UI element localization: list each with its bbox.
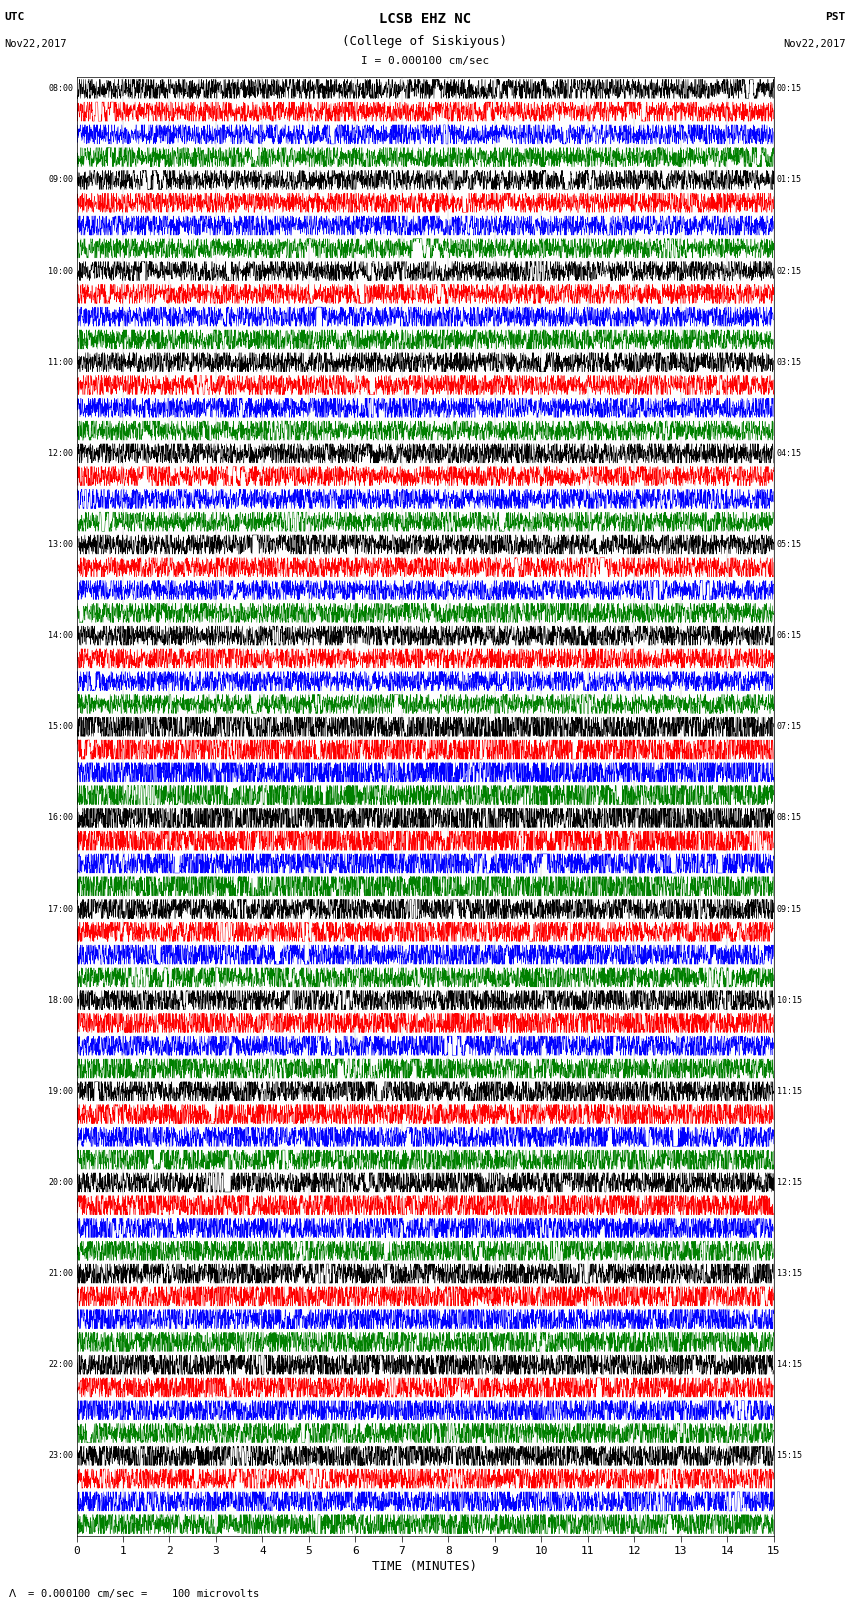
- Text: 13:00: 13:00: [48, 540, 73, 548]
- Text: 07:15: 07:15: [777, 723, 802, 731]
- Text: 23:00: 23:00: [48, 1452, 73, 1460]
- Text: 01:15: 01:15: [777, 176, 802, 184]
- Text: UTC: UTC: [4, 11, 25, 21]
- Text: $\Lambda$  = 0.000100 cm/sec =    100 microvolts: $\Lambda$ = 0.000100 cm/sec = 100 microv…: [8, 1587, 260, 1600]
- Text: (College of Siskiyous): (College of Siskiyous): [343, 35, 507, 48]
- Text: 15:15: 15:15: [777, 1452, 802, 1460]
- Text: 11:00: 11:00: [48, 358, 73, 366]
- Text: 17:00: 17:00: [48, 905, 73, 913]
- Text: 00:15: 00:15: [777, 84, 802, 94]
- Text: 11:15: 11:15: [777, 1087, 802, 1095]
- Text: 22:00: 22:00: [48, 1360, 73, 1369]
- Text: 19:00: 19:00: [48, 1087, 73, 1095]
- X-axis label: TIME (MINUTES): TIME (MINUTES): [372, 1560, 478, 1573]
- Text: 18:00: 18:00: [48, 995, 73, 1005]
- Text: 12:00: 12:00: [48, 448, 73, 458]
- Text: 15:00: 15:00: [48, 723, 73, 731]
- Text: 14:15: 14:15: [777, 1360, 802, 1369]
- Text: 05:15: 05:15: [777, 540, 802, 548]
- Text: Nov22,2017: Nov22,2017: [4, 39, 67, 48]
- Text: 13:15: 13:15: [777, 1269, 802, 1277]
- Text: 02:15: 02:15: [777, 266, 802, 276]
- Text: 08:15: 08:15: [777, 813, 802, 823]
- Text: 04:15: 04:15: [777, 448, 802, 458]
- Text: I = 0.000100 cm/sec: I = 0.000100 cm/sec: [361, 56, 489, 66]
- Text: 06:15: 06:15: [777, 631, 802, 640]
- Text: LCSB EHZ NC: LCSB EHZ NC: [379, 11, 471, 26]
- Text: 09:00: 09:00: [48, 176, 73, 184]
- Text: 16:00: 16:00: [48, 813, 73, 823]
- Text: 10:15: 10:15: [777, 995, 802, 1005]
- Text: 09:15: 09:15: [777, 905, 802, 913]
- Text: 12:15: 12:15: [777, 1177, 802, 1187]
- Text: 14:00: 14:00: [48, 631, 73, 640]
- Text: 08:00: 08:00: [48, 84, 73, 94]
- Text: 10:00: 10:00: [48, 266, 73, 276]
- Text: 21:00: 21:00: [48, 1269, 73, 1277]
- Text: Nov22,2017: Nov22,2017: [783, 39, 846, 48]
- Text: PST: PST: [825, 11, 846, 21]
- Text: 20:00: 20:00: [48, 1177, 73, 1187]
- Text: 03:15: 03:15: [777, 358, 802, 366]
